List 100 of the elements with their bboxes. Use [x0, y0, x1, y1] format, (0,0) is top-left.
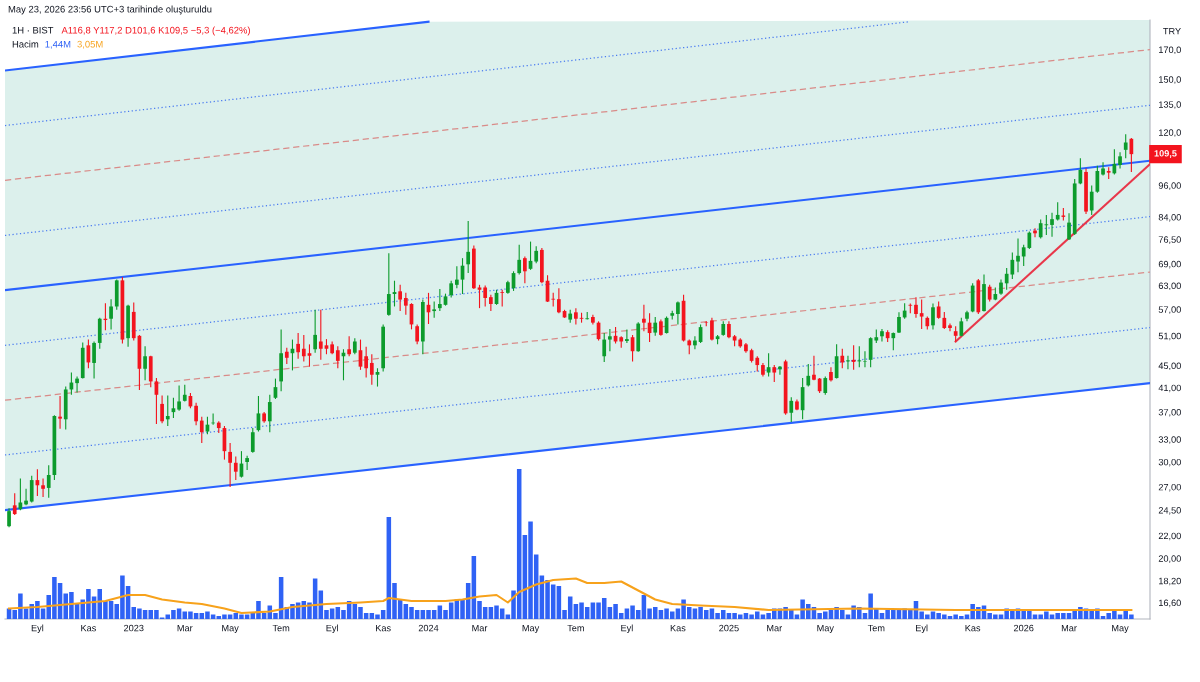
candlestick: [1050, 212, 1054, 238]
y-tick-label: 51,00: [1158, 332, 1181, 341]
candlestick: [335, 345, 340, 369]
x-tick-label: 2024: [418, 624, 439, 632]
candlestick: [812, 355, 816, 381]
text: 1H · BIST: [12, 26, 54, 34]
candlestick: [608, 328, 612, 352]
candlestick: [483, 285, 488, 308]
annotation: 3,05M: [77, 40, 103, 49]
candlestick: [267, 394, 272, 433]
candlestick: [307, 343, 312, 368]
candlestick: [710, 317, 714, 342]
y-tick-label: 45,00: [1158, 362, 1181, 371]
y-tick-label: 24,50: [1158, 507, 1181, 515]
candlestick: [477, 284, 482, 309]
y-tick-label: 33,00: [1158, 436, 1181, 444]
candlestick: [840, 348, 845, 369]
x-tick-label: Mar: [767, 624, 783, 632]
candlestick: [143, 345, 147, 381]
candlestick: [165, 394, 170, 427]
candlestick: [250, 427, 255, 454]
y-tick-label: 22,00: [1158, 532, 1181, 541]
x-tick-label: Mar: [1061, 624, 1077, 632]
candlestick: [488, 294, 493, 312]
candlestick: [523, 255, 527, 284]
y-tick-label: 41,00: [1158, 384, 1181, 393]
candlestick: [880, 328, 884, 343]
candlestick: [602, 332, 607, 363]
candlestick: [454, 265, 459, 289]
candlestick: [369, 353, 374, 386]
x-tick-label: May: [817, 624, 834, 634]
y-tick-label: 150,0: [1159, 76, 1181, 84]
candlestick: [517, 244, 522, 276]
x-tick-label: 2026: [1013, 624, 1034, 632]
x-tick-label: Mar: [177, 624, 193, 632]
candlestick: [347, 335, 352, 357]
y-tick-label: 135,0: [1159, 101, 1181, 109]
annotation: 1,44M: [45, 40, 71, 49]
candlestick: [919, 299, 924, 330]
x-tick-label: May: [222, 624, 239, 634]
candlestick: [29, 475, 34, 504]
y-tick-label: 76,50: [1158, 236, 1181, 244]
candlestick: [199, 416, 204, 444]
y-tick-label: 57,00: [1158, 306, 1181, 314]
candlestick: [233, 455, 238, 481]
x-tick-label: Kas: [965, 624, 981, 632]
x-tick-label: Tem: [867, 624, 885, 632]
candlestick: [58, 395, 62, 430]
candlestick: [194, 402, 198, 426]
candlestick: [46, 464, 51, 499]
candlestick: [914, 296, 918, 319]
annotation: 109,5: [1154, 150, 1177, 158]
candlestick: [653, 316, 658, 337]
chart-title: Hacim: [12, 40, 39, 48]
candlestick: [846, 355, 850, 370]
candlestick: [557, 287, 561, 314]
x-tick-label: Kas: [670, 624, 686, 632]
x-tick-label: 2023: [124, 624, 144, 632]
x-tick-label: Eyl: [916, 624, 928, 634]
candlestick: [245, 455, 249, 471]
y-tick-label: 120,0: [1159, 129, 1181, 137]
y-tick-label: 69,00: [1158, 260, 1181, 269]
candlestick: [823, 375, 828, 396]
candlestick: [177, 384, 181, 412]
candlestick: [7, 507, 11, 528]
candlestick: [574, 307, 578, 325]
x-tick-label: Tem: [272, 624, 290, 632]
candlestick: [789, 396, 794, 423]
candlestick: [313, 309, 317, 354]
y-tick-label: 170,0: [1159, 46, 1181, 55]
candlestick: [296, 332, 300, 360]
y-tick-label: 84,00: [1158, 214, 1181, 222]
x-tick-label: Kas: [376, 624, 391, 632]
x-tick-label: 2025: [719, 624, 739, 632]
x-tick-label: Eyl: [31, 624, 44, 634]
x-tick-label: Mar: [472, 624, 488, 632]
candlestick: [403, 292, 408, 316]
candlestick: [1067, 212, 1071, 241]
y-tick-label: 37,00: [1158, 409, 1181, 417]
candlestick: [398, 284, 403, 312]
y-tick-label: 20,00: [1158, 555, 1181, 563]
candlestick: [75, 375, 79, 393]
candlestick: [109, 298, 113, 330]
candlestick: [625, 328, 629, 344]
candlestick: [857, 345, 862, 368]
x-tick-label: May: [522, 624, 540, 634]
candlestick: [642, 304, 646, 332]
candlestick: [375, 367, 380, 388]
y-tick-label: 63,00: [1158, 282, 1181, 291]
candlestick: [301, 334, 306, 362]
candlestick: [931, 303, 935, 330]
y-tick-label: 96,00: [1158, 182, 1181, 190]
y-tick-label: 18,20: [1159, 577, 1181, 586]
candlestick: [948, 323, 952, 332]
candlestick: [863, 350, 867, 368]
candlestick: [228, 442, 232, 488]
y-tick-label: 16,60: [1159, 599, 1181, 608]
candlestick: [160, 394, 164, 424]
candlestick: [318, 309, 323, 361]
candlestick: [1078, 157, 1083, 185]
